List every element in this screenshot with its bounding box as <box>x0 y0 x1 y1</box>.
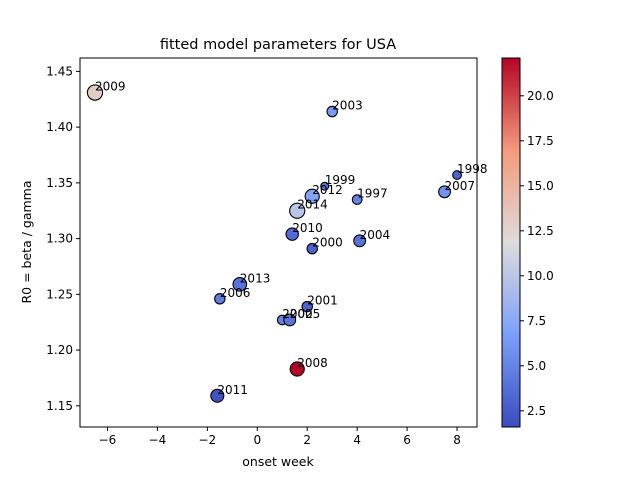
x-tick-label: 2 <box>303 433 311 447</box>
colorbar-tick-label: 12.5 <box>527 224 554 238</box>
data-point-label: 2001 <box>307 294 338 308</box>
data-point-label: 2014 <box>297 198 328 212</box>
data-point-label: 2003 <box>332 99 363 113</box>
colorbar-tick-label: 15.0 <box>527 179 554 193</box>
data-point <box>301 300 313 313</box>
data-point <box>285 227 299 241</box>
y-tick-label: 1.30 <box>46 232 73 246</box>
x-tick-label: 6 <box>403 433 411 447</box>
colorbar-tick-label: 10.0 <box>527 269 554 283</box>
data-point-label: 2006 <box>220 286 251 300</box>
data-point-label: 2012 <box>312 183 343 197</box>
data-point <box>289 202 306 219</box>
colorbar-tick-label: 20.0 <box>527 89 554 103</box>
colorbar: 2.5 5.0 7.5 10.0 12.5 15.0 17.5 20.0 <box>501 57 554 428</box>
data-point <box>452 170 462 180</box>
data-point <box>353 234 367 248</box>
data-point <box>304 188 320 204</box>
data-point-label: 2010 <box>292 221 323 235</box>
x-tick-label: −2 <box>198 433 216 447</box>
data-point-label: 2005 <box>290 307 321 321</box>
plot-area: −6 −4 −2 0 2 4 6 8 1.15 1.20 1.25 1.30 1.35 1.40 1.45… <box>46 57 488 447</box>
plot-frame <box>79 57 478 428</box>
colorbar-tick-label: 5.0 <box>527 359 546 373</box>
data-point <box>306 242 318 255</box>
data-point <box>214 293 226 305</box>
data-point <box>438 185 451 199</box>
x-tick-label: 0 <box>253 433 261 447</box>
data-point-label: 1998 <box>457 162 488 176</box>
data-point <box>320 181 330 191</box>
y-tick-label: 1.25 <box>46 287 73 301</box>
data-point <box>283 313 297 327</box>
data-point-label: 2009 <box>95 80 126 94</box>
x-axis-label: onset week <box>242 454 314 469</box>
colorbar-tick-label: 2.5 <box>527 404 546 418</box>
chart-title: fitted model parameters for USA <box>160 37 396 53</box>
y-tick-label: 1.35 <box>46 176 73 190</box>
data-point <box>86 84 104 101</box>
data-point-label: 1997 <box>357 187 388 201</box>
data-point <box>232 276 248 292</box>
data-point <box>326 105 338 118</box>
data-point-label: 2013 <box>240 271 271 285</box>
data-point <box>210 388 225 403</box>
y-tick-label: 1.15 <box>46 399 73 413</box>
y-tick-label: 1.45 <box>46 64 73 78</box>
y-tick-label: 1.20 <box>46 343 73 357</box>
x-tick-label: −4 <box>149 433 167 447</box>
x-tick-label: 4 <box>353 433 361 447</box>
data-point-label: 1999 <box>325 173 356 187</box>
x-tick-label: −6 <box>99 433 117 447</box>
y-tick-label: 1.40 <box>46 120 73 134</box>
data-point-label: 2008 <box>297 356 328 370</box>
data-point <box>289 361 305 377</box>
data-point-label: 2002 <box>282 307 313 321</box>
y-axis: 1.15 1.20 1.25 1.30 1.35 1.40 1.45 <box>46 64 80 413</box>
colorbar-tick-label: 17.5 <box>527 134 554 148</box>
data-point-label: 2004 <box>360 228 391 242</box>
data-point-label: 2011 <box>217 383 248 397</box>
colorbar-gradient <box>501 57 521 428</box>
colorbar-ticks: 2.5 5.0 7.5 10.0 12.5 15.0 17.5 20.0 <box>520 89 554 418</box>
x-tick-label: 8 <box>453 433 461 447</box>
x-axis: −6 −4 −2 0 2 4 6 8 <box>99 427 461 447</box>
data-point-label: 2007 <box>445 179 476 193</box>
data-point <box>351 194 363 205</box>
y-axis-label: R0 = beta / gamma <box>19 180 34 303</box>
data-point-label: 2000 <box>312 236 343 250</box>
colorbar-tick-label: 7.5 <box>527 314 546 328</box>
